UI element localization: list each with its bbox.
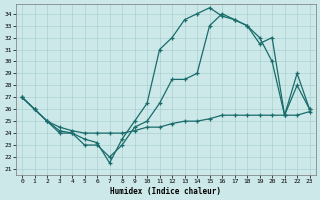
X-axis label: Humidex (Indice chaleur): Humidex (Indice chaleur) [110,187,221,196]
